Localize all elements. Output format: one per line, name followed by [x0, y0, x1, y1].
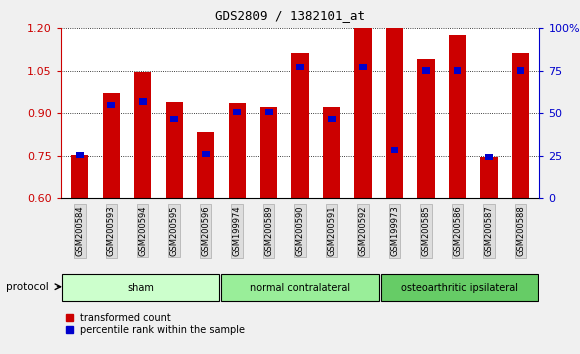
Bar: [418, 59, 435, 198]
Bar: [296, 64, 304, 70]
Bar: [229, 103, 246, 198]
Bar: [386, 28, 403, 198]
Bar: [517, 67, 524, 74]
Bar: [512, 53, 529, 198]
Bar: [480, 157, 498, 198]
Text: GSM200589: GSM200589: [264, 206, 273, 256]
Text: GSM200593: GSM200593: [107, 206, 116, 256]
Text: GSM200587: GSM200587: [484, 206, 494, 256]
Bar: [328, 116, 335, 122]
Text: sham: sham: [127, 282, 154, 293]
Text: GDS2809 / 1382101_at: GDS2809 / 1382101_at: [215, 9, 365, 22]
Text: GSM200588: GSM200588: [516, 206, 525, 256]
Bar: [202, 151, 209, 157]
Text: GSM200590: GSM200590: [296, 206, 304, 256]
Bar: [422, 67, 430, 74]
Text: GSM200591: GSM200591: [327, 206, 336, 256]
Bar: [107, 102, 115, 108]
Bar: [233, 109, 241, 115]
Bar: [76, 152, 84, 158]
Bar: [485, 154, 493, 160]
Text: GSM200594: GSM200594: [138, 206, 147, 256]
Bar: [454, 67, 462, 74]
Bar: [354, 28, 372, 198]
Text: GSM199974: GSM199974: [233, 206, 242, 256]
Text: osteoarthritic ipsilateral: osteoarthritic ipsilateral: [401, 282, 518, 293]
Text: GSM200592: GSM200592: [358, 206, 368, 256]
FancyBboxPatch shape: [381, 274, 538, 301]
Bar: [359, 64, 367, 70]
Bar: [292, 53, 309, 198]
Bar: [265, 109, 273, 115]
Bar: [391, 147, 398, 154]
Legend: transformed count, percentile rank within the sample: transformed count, percentile rank withi…: [66, 313, 245, 335]
Bar: [165, 102, 183, 198]
FancyBboxPatch shape: [62, 274, 219, 301]
Text: GSM199973: GSM199973: [390, 206, 399, 256]
FancyBboxPatch shape: [222, 274, 379, 301]
Text: GSM200584: GSM200584: [75, 206, 84, 256]
Bar: [71, 155, 88, 198]
Text: GSM200596: GSM200596: [201, 206, 210, 256]
Text: GSM200595: GSM200595: [170, 206, 179, 256]
Bar: [139, 98, 147, 104]
Bar: [323, 107, 340, 198]
Bar: [197, 132, 215, 198]
Text: normal contralateral: normal contralateral: [250, 282, 350, 293]
Bar: [134, 72, 151, 198]
Bar: [449, 35, 466, 198]
Bar: [171, 116, 178, 122]
Text: GSM200586: GSM200586: [453, 206, 462, 256]
Text: protocol: protocol: [6, 282, 49, 292]
Bar: [260, 107, 277, 198]
Bar: [103, 93, 120, 198]
Text: GSM200585: GSM200585: [422, 206, 430, 256]
